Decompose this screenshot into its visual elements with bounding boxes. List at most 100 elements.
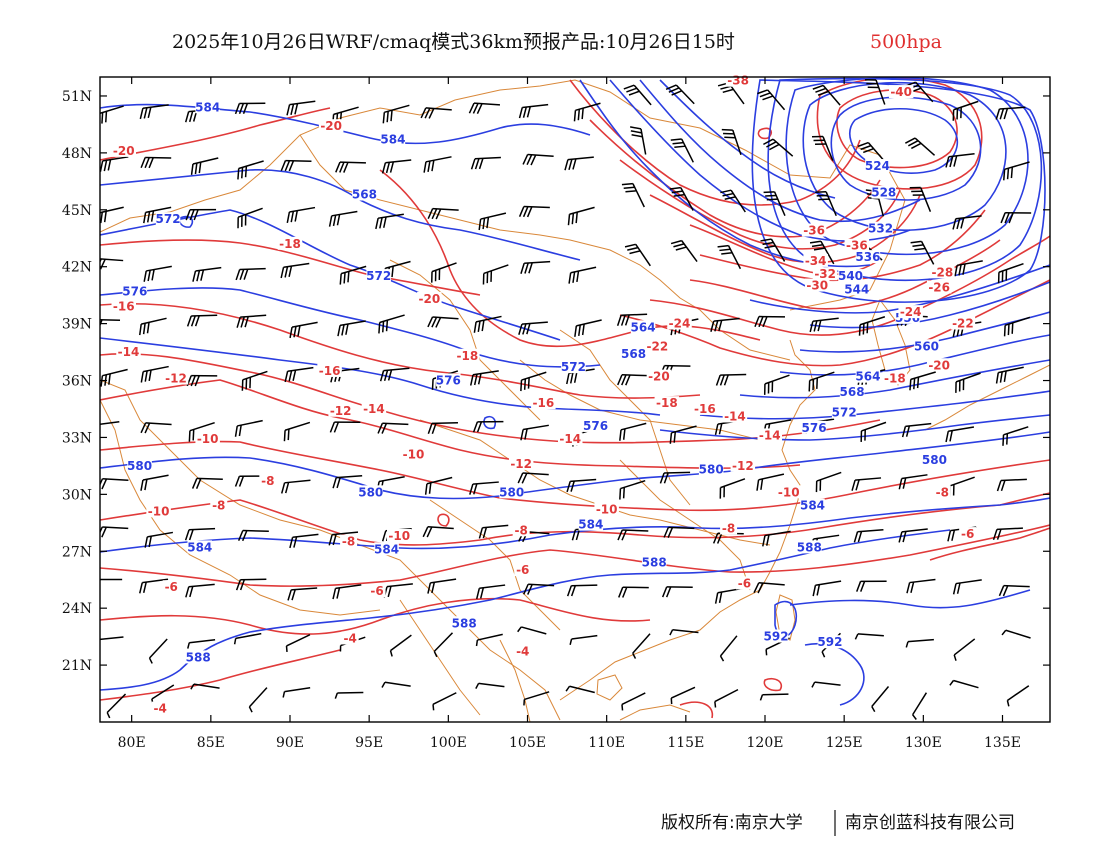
wind-barb-feather: [521, 472, 528, 484]
height-contour-label: 572: [561, 360, 586, 374]
wind-barb-feather: [522, 323, 527, 335]
wind-barb-shaft: [521, 626, 547, 635]
wind-barb-feather: [674, 145, 686, 149]
wind-barb-feather: [720, 189, 732, 194]
height-contour-label: 536: [855, 250, 880, 264]
y-tick-label: 39N: [62, 317, 92, 333]
temperature-contour-label-bg: [898, 305, 923, 319]
wind-barb-shaft: [720, 478, 746, 489]
x-axis: 80E 85E 90E 95E 100E 105E 110E 115E 120E 125E 130E…: [118, 77, 1021, 751]
wind-barb-shaft: [142, 474, 169, 481]
wind-barb-feather: [144, 536, 149, 548]
height-contour-label-bg: [630, 320, 656, 334]
wind-barb-shaft: [632, 183, 645, 208]
wind-barb-feather: [527, 377, 530, 389]
temperature-contour-label: -14: [118, 345, 140, 359]
temperature-contour-label-bg: [933, 485, 951, 499]
height-contour-label: 576: [583, 419, 608, 433]
wind-barb-shaft: [479, 584, 506, 590]
y-axis: 21N 24N 27N 30N 33N 36N 39N 42N 45N 48N 51N: [62, 89, 1050, 674]
wind-barb-feather: [871, 706, 876, 713]
wind-barb-shaft: [576, 319, 602, 327]
wind-barb-shaft: [100, 420, 120, 426]
wind-barb-feather: [339, 161, 345, 173]
wind-barb-shaft: [727, 245, 742, 270]
wind-barb-shaft: [871, 686, 890, 707]
temp-contour-neg24: [649, 235, 1050, 336]
wind-barb-feather: [381, 681, 386, 688]
wind-barb-shaft: [239, 267, 266, 271]
height-contour-label-bg: [801, 420, 827, 434]
boundary-hainan: [596, 674, 623, 701]
temperature-contour-label-bg: [531, 396, 556, 410]
wind-barb-feather: [953, 654, 957, 661]
temperature-contour-label-bg: [950, 316, 976, 330]
wind-barb-feather: [663, 527, 670, 538]
wind-barb-shaft: [472, 481, 499, 485]
wind-barb-feather: [333, 421, 340, 433]
wind-barb-feather: [146, 211, 151, 223]
wind-barb-feather: [140, 157, 146, 169]
wind-barb-feather: [1003, 169, 1006, 181]
wind-barb-feather: [860, 144, 872, 151]
wind-barb-feather: [431, 160, 435, 172]
wind-barb-shaft: [1000, 478, 1027, 482]
wind-barb-feather: [753, 582, 760, 594]
x-tick-label: 105E: [509, 735, 546, 751]
wind-barb-shaft: [571, 634, 598, 640]
temperature-contour-label-bg: [111, 299, 136, 313]
wind-barb-shaft: [189, 421, 215, 432]
temperature-contour-label-bg: [926, 280, 952, 294]
wind-barb-shaft: [713, 317, 740, 322]
wind-barb-shaft: [719, 635, 738, 657]
wind-barb-feather: [575, 529, 581, 541]
wind-barb-shaft: [378, 213, 404, 219]
wind-barb-feather: [575, 212, 578, 224]
y-tick-label: 48N: [62, 146, 92, 162]
wind-barb-shaft: [196, 477, 223, 480]
wind-barb-shaft: [333, 106, 359, 116]
height-contour-588-sw: [100, 669, 181, 691]
wind-barb-feather: [334, 692, 339, 699]
height-contour-label-bg: [871, 185, 896, 199]
wind-barb-feather: [995, 108, 1001, 120]
wind-barb-shaft: [339, 320, 366, 327]
wind-barb-feather: [140, 479, 144, 491]
wind-barb-feather: [907, 140, 919, 147]
temperature-contour-label-bg: [162, 580, 180, 594]
wind-barb-feather: [758, 316, 764, 328]
wind-barb-feather: [332, 215, 337, 227]
temperature-contour-label-bg: [151, 701, 169, 715]
wind-barb-feather: [286, 104, 291, 116]
wind-barb-feather: [290, 211, 295, 223]
wind-barb-feather: [187, 642, 190, 649]
wind-barb-feather: [139, 582, 143, 594]
x-tick-label: 95E: [355, 735, 383, 751]
temp-contour-neg4: [100, 597, 651, 635]
wind-barb-shaft: [379, 314, 405, 324]
wind-barb-shaft: [714, 688, 739, 703]
height-contour-label: 588: [452, 616, 477, 630]
temp-contour-neg38: [569, 79, 861, 206]
wind-barb-feather: [760, 478, 764, 490]
wind-barb-feather: [382, 112, 386, 124]
height-contour-label-bg: [451, 616, 477, 630]
wind-barb-feather: [337, 325, 341, 337]
wind-barb-shaft: [335, 584, 362, 590]
wind-barb-feather: [190, 683, 195, 690]
temp-contour-neg4-south: [100, 649, 341, 701]
wind-barb-shaft: [955, 579, 982, 585]
wind-barb-feather: [1006, 700, 1010, 707]
wind-barb-feather: [243, 269, 249, 280]
temperature-contour-label: -6: [961, 527, 974, 541]
wind-barb-feather: [858, 324, 861, 336]
wind-barb-feather: [146, 322, 150, 334]
height-contour-label: 592: [764, 630, 789, 644]
wind-barb-feather: [714, 701, 717, 708]
wind-barb-feather: [185, 586, 190, 598]
temperature-contour-label: -10: [596, 502, 618, 516]
wind-barb-feather: [241, 167, 244, 179]
temperature-contour-label-bg: [514, 563, 532, 577]
wind-barb-feather: [469, 374, 474, 386]
y-tick-label: 24N: [62, 601, 92, 617]
